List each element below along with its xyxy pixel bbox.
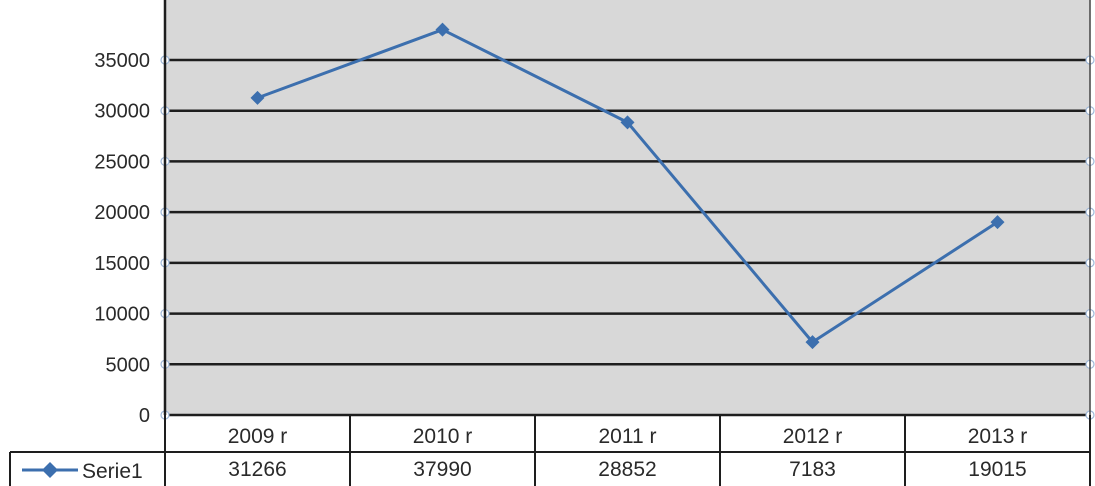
y-tick-label: 5000: [106, 354, 151, 376]
data-table-value: 28852: [598, 458, 656, 481]
data-point-marker: [805, 335, 820, 350]
series-serie1: [250, 22, 1005, 350]
x-category-label: 2013 r: [968, 425, 1028, 448]
data-table: 2009 r 2010 r 2011 r 2012 r 2013 r Serie1 3126…: [9, 415, 1091, 486]
data-point-marker: [620, 115, 635, 130]
y-tick-label: 20000: [94, 202, 150, 224]
data-point-marker: [990, 215, 1005, 230]
y-axis: 0 5000 10000 15000 20000 25000 30000 35000: [94, 0, 1095, 427]
x-category-label: 2009 r: [228, 425, 288, 448]
y-tick-label: 25000: [94, 151, 150, 173]
data-table-value: 7183: [789, 458, 836, 481]
y-tick-label: 10000: [94, 304, 150, 326]
x-category-label: 2010 r: [413, 425, 473, 448]
data-table-value: 31266: [228, 458, 286, 481]
data-table-value: 19015: [968, 458, 1026, 481]
legend-series-name: Serie1: [82, 460, 143, 483]
y-tick-label: 35000: [94, 50, 150, 72]
legend-diamond-marker: [42, 462, 58, 478]
x-category-label: 2011 r: [599, 425, 657, 448]
data-point-marker: [250, 90, 265, 105]
y-tick-label: 30000: [94, 101, 150, 123]
data-point-marker: [435, 22, 450, 37]
x-category-label: 2012 r: [783, 425, 843, 448]
data-table-value: 37990: [413, 458, 471, 481]
gridlines: [165, 58, 1090, 417]
y-tick-label: 0: [139, 405, 150, 427]
y-tick-label: 15000: [94, 253, 150, 275]
plot-area: [165, 0, 1090, 415]
